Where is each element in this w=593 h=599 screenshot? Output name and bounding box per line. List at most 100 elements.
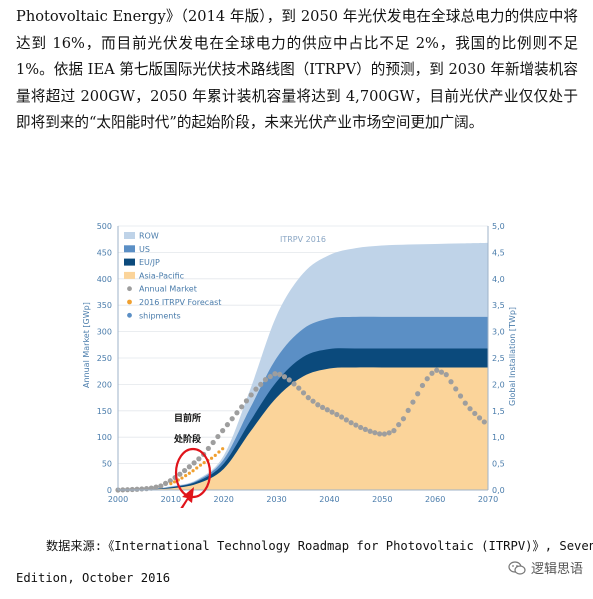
annual-market-point (410, 399, 416, 405)
figure-caption: 数据来源:《International Technology Roadmap f… (16, 530, 593, 594)
annual-market-point (262, 377, 269, 383)
annual-market-point (405, 407, 411, 414)
annual-market-point (381, 431, 387, 437)
annual-market-point (182, 467, 188, 474)
y-tick-right: 1,0 (492, 433, 505, 442)
annual-market-point (191, 460, 197, 466)
annual-market-point (438, 369, 445, 375)
legend-dot-annual (127, 286, 132, 292)
annual-market-point (329, 409, 335, 415)
area-asia-pacific (118, 367, 488, 490)
annual-market-point (296, 385, 302, 391)
caption-line1: 数据来源:《International Technology Roadmap f… (46, 539, 593, 553)
annual-market-point (177, 471, 183, 477)
legend-swatch-eujp (124, 258, 135, 266)
annual-market-point (319, 404, 326, 410)
annual-market-point (367, 428, 373, 434)
annual-market-point (281, 374, 288, 380)
annual-market-point (348, 420, 354, 426)
y-tick-left: 250 (97, 354, 112, 363)
forecast-point (191, 469, 195, 473)
annual-market-point (424, 376, 430, 382)
annual-market-point (196, 456, 202, 462)
forecast-point (213, 453, 217, 457)
legend-swatch-ap (124, 271, 135, 279)
annual-market-point (210, 439, 216, 446)
x-tick: 2060 (425, 495, 445, 504)
annual-market-point (224, 422, 231, 428)
annual-market-point (443, 372, 449, 378)
annual-market-point (472, 410, 478, 417)
legend-swatch-row (124, 232, 135, 239)
forecast-point (180, 476, 184, 480)
annual-market-point (253, 386, 259, 392)
annual-market-point (429, 370, 435, 376)
forecast-point (209, 456, 214, 460)
y-tick-right: 4,0 (492, 275, 505, 284)
y-tick-left: 450 (97, 248, 112, 257)
annual-market-point (267, 373, 273, 380)
annual-market-point (243, 398, 250, 404)
annotation-line2: 处阶段 (173, 433, 202, 445)
annual-market-point (362, 426, 368, 432)
y-tick-left: 500 (97, 222, 112, 231)
annual-market-point (453, 386, 459, 392)
pv-market-chart: ITRPV 2016 0 50 100 150 200 250 300 350 400 450 50… (82, 222, 517, 508)
chart-legend: ROW US EU/JP Asia-Pacific Annual Market 2016 … (124, 232, 221, 320)
annual-market-point (386, 430, 392, 436)
annotation-line1: 目前所 (174, 412, 201, 424)
y-tick-right: 0,0 (492, 486, 505, 495)
legend-label-annual: Annual Market (139, 285, 197, 294)
y-tick-left: 150 (97, 407, 112, 416)
forecast-point (198, 463, 203, 467)
annual-market-point (139, 486, 145, 492)
annual-market-point (305, 395, 311, 401)
forecast-point (195, 466, 199, 470)
x-tick: 2000 (108, 495, 128, 504)
annual-market-point (258, 381, 264, 387)
y-tick-left: 400 (97, 275, 112, 284)
annual-market-point (334, 411, 340, 418)
annual-market-point (291, 381, 297, 387)
annual-market-point (167, 478, 173, 484)
annual-market-point (286, 377, 292, 383)
y-axis-label-left: Annual Market [GWp] (82, 302, 91, 388)
annual-market-point (134, 486, 140, 492)
y-tick-left: 100 (97, 433, 112, 442)
annual-market-point (158, 483, 164, 489)
annual-market-point (419, 382, 426, 389)
annual-market-point (338, 414, 345, 420)
annual-market-point (476, 415, 483, 421)
watermark-text: 逻辑思语 (530, 562, 583, 577)
annual-market-point (434, 367, 440, 373)
x-tick: 2070 (478, 495, 498, 504)
annual-market-point (239, 404, 245, 410)
x-tick: 2030 (266, 495, 286, 504)
y-tick-right: 5,0 (492, 222, 505, 231)
caption-line2: Edition, October 2016 (16, 571, 171, 585)
wechat-icon (508, 560, 526, 575)
y-tick-right: 3,0 (492, 328, 505, 337)
annual-market-point (324, 407, 330, 413)
annual-market-point (372, 430, 378, 436)
annual-market-point (153, 484, 159, 490)
x-tick: 2020 (214, 495, 234, 504)
forecast-point (184, 474, 188, 478)
y-axis-label-right: Global Installation [TWp] (508, 307, 517, 406)
y-tick-right: 3,5 (492, 301, 505, 310)
annual-market-point (462, 400, 468, 406)
annual-market-point (310, 398, 316, 404)
annual-market-point (467, 406, 473, 412)
annual-market-point (220, 428, 226, 434)
annual-market-point (377, 431, 383, 437)
annual-market-point (272, 371, 278, 377)
legend-label-shipments: shipments (139, 311, 181, 320)
annual-market-point (415, 391, 421, 397)
y-tick-right: 1,5 (492, 407, 505, 416)
legend-dot-shipments (127, 312, 132, 318)
annual-market-point (186, 464, 192, 470)
current-stage-annotation: 目前所 处阶段 (173, 412, 212, 508)
legend-label-eujp: EU/JP (139, 258, 160, 267)
legend-swatch-us (124, 245, 135, 253)
y-tick-left: 200 (97, 380, 112, 389)
